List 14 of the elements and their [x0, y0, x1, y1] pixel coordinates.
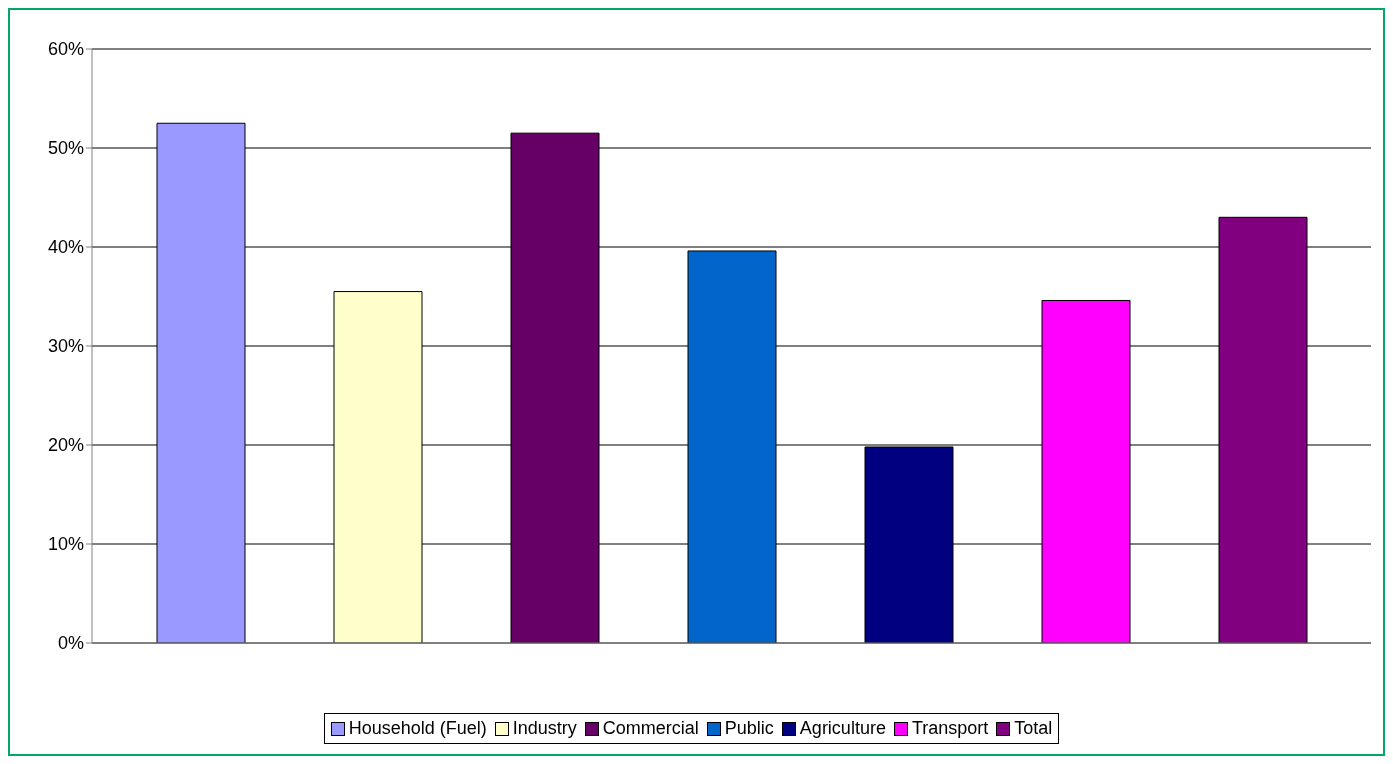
y-tick-label: 60%: [47, 39, 84, 60]
y-tick-label: 40%: [47, 237, 84, 258]
legend-label: Total: [1013, 718, 1053, 739]
y-tick-label: 50%: [47, 138, 84, 159]
legend-label: Industry: [511, 718, 577, 739]
legend-label: Agriculture: [798, 718, 886, 739]
legend-label: Public: [723, 718, 774, 739]
y-tick-label: 20%: [47, 435, 84, 456]
legend-label: Household (Fuel): [347, 718, 487, 739]
y-tick-label: 0%: [57, 633, 84, 654]
legend-label: Transport: [910, 718, 989, 739]
legend-label: Commercial: [601, 718, 699, 739]
y-tick-label: 30%: [47, 336, 84, 357]
y-tick-label: 10%: [47, 534, 84, 555]
